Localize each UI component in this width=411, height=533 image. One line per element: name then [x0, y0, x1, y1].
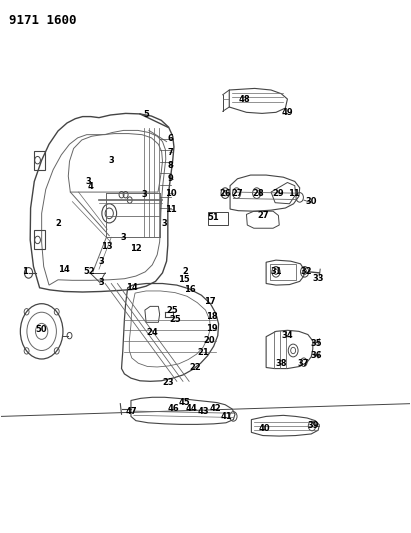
Text: 15: 15 — [178, 275, 190, 284]
Text: 27: 27 — [232, 189, 243, 198]
Text: 3: 3 — [141, 190, 147, 199]
Text: 6: 6 — [168, 134, 173, 143]
Text: 28: 28 — [252, 189, 264, 198]
Text: 23: 23 — [162, 378, 173, 387]
Text: 24: 24 — [146, 328, 158, 337]
Text: 3: 3 — [98, 278, 104, 287]
Text: 49: 49 — [282, 108, 293, 117]
Text: 20: 20 — [203, 336, 215, 345]
Text: 30: 30 — [305, 197, 317, 206]
Bar — [34, 230, 44, 249]
Text: 5: 5 — [143, 110, 149, 119]
Text: 4: 4 — [88, 182, 94, 191]
Text: 17: 17 — [204, 296, 215, 305]
Text: 3: 3 — [121, 233, 127, 242]
Text: 43: 43 — [198, 407, 209, 416]
Text: 31: 31 — [270, 268, 282, 276]
Text: 45: 45 — [178, 398, 190, 407]
Text: 36: 36 — [310, 351, 322, 360]
Text: 29: 29 — [272, 189, 284, 198]
Text: 48: 48 — [239, 94, 250, 103]
Text: 37: 37 — [297, 359, 309, 368]
Text: 26: 26 — [219, 189, 231, 198]
Text: 11: 11 — [288, 189, 300, 198]
Text: 2: 2 — [55, 220, 61, 229]
Text: 13: 13 — [102, 242, 113, 251]
Text: 11: 11 — [165, 205, 177, 214]
Text: 3: 3 — [162, 220, 167, 229]
Text: 21: 21 — [198, 348, 209, 357]
Text: 8: 8 — [168, 161, 173, 170]
Text: 35: 35 — [310, 339, 322, 348]
Text: 3: 3 — [98, 257, 104, 265]
Text: 10: 10 — [165, 189, 176, 198]
Text: 42: 42 — [210, 405, 222, 414]
Text: 51: 51 — [208, 213, 219, 222]
Text: 3: 3 — [86, 177, 92, 186]
Text: 16: 16 — [185, 285, 196, 294]
Text: 44: 44 — [185, 405, 197, 414]
Text: 39: 39 — [307, 422, 319, 431]
Text: 52: 52 — [83, 268, 95, 276]
Text: 32: 32 — [300, 268, 312, 276]
Text: 40: 40 — [259, 424, 270, 433]
Text: 47: 47 — [125, 407, 137, 416]
Text: 41: 41 — [221, 412, 233, 421]
Text: 50: 50 — [35, 325, 47, 334]
Text: 12: 12 — [130, 244, 142, 253]
Text: 27: 27 — [257, 212, 269, 221]
Text: 25: 25 — [166, 305, 178, 314]
Bar — [208, 212, 228, 225]
Text: 22: 22 — [189, 363, 201, 372]
Text: 9: 9 — [168, 174, 173, 183]
Bar — [270, 264, 296, 280]
Text: 7: 7 — [168, 148, 173, 157]
Text: 14: 14 — [58, 265, 70, 273]
Text: 38: 38 — [275, 359, 287, 368]
Text: 2: 2 — [182, 268, 188, 276]
Text: 34: 34 — [282, 331, 293, 340]
Text: 9171 1600: 9171 1600 — [9, 14, 76, 27]
Text: 33: 33 — [312, 273, 324, 282]
Text: 25: 25 — [169, 315, 181, 324]
Bar — [34, 151, 44, 169]
Text: 3: 3 — [109, 156, 114, 165]
Text: 1: 1 — [22, 268, 28, 276]
Text: 18: 18 — [206, 312, 217, 321]
Text: 14: 14 — [126, 283, 138, 292]
Text: 19: 19 — [206, 324, 217, 333]
Text: 46: 46 — [168, 405, 180, 414]
